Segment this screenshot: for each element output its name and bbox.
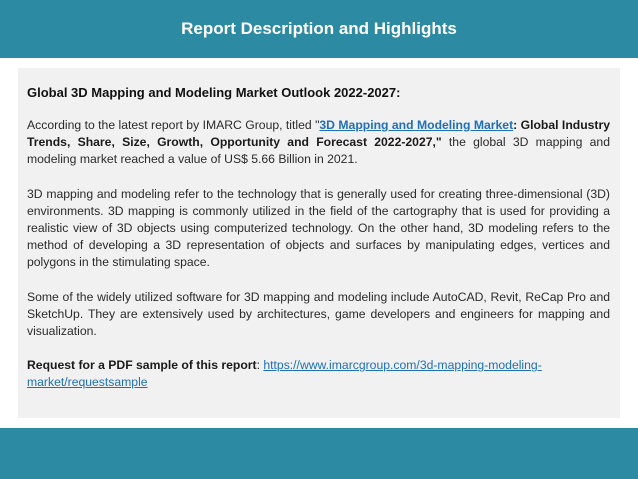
- paragraph-request: Request for a PDF sample of this report:…: [27, 357, 610, 391]
- page-title: Report Description and Highlights: [181, 19, 457, 38]
- report-heading: Global 3D Mapping and Modeling Market Ou…: [27, 85, 401, 100]
- intro-text: According to the latest report by IMARC …: [27, 118, 320, 132]
- request-colon: :: [256, 358, 264, 373]
- description-card: Global 3D Mapping and Modeling Market Ou…: [18, 68, 620, 418]
- paragraph-software: Some of the widely utilized software for…: [27, 289, 610, 339]
- intro-rest: the global 3D mapping and modeling marke…: [27, 135, 610, 167]
- paragraph-definition: 3D mapping and modeling refer to the tec…: [27, 186, 610, 270]
- report-title-bold: : Global Industry Trends, Share, Size, G…: [27, 118, 611, 150]
- market-report-link[interactable]: 3D Mapping and Modeling Market: [319, 118, 514, 132]
- paragraph-intro: According to the latest report by IMARC …: [27, 117, 610, 169]
- request-sample-link[interactable]: https://www.imarcgroup.com/3d-mapping-mo…: [27, 358, 542, 390]
- header-bar: Report Description and Highlights: [0, 0, 638, 58]
- footer-bar: [0, 428, 638, 479]
- request-label: Request for a PDF sample of this report: [27, 358, 257, 373]
